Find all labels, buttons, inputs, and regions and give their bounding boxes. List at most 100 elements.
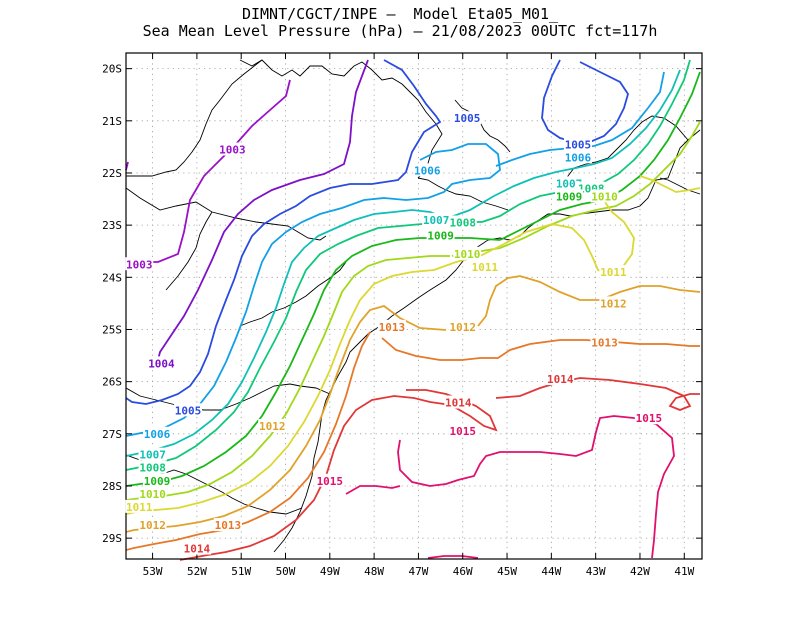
y-tick-label: 20S — [102, 63, 122, 76]
y-tick-label: 27S — [102, 428, 122, 441]
coastline-bay — [454, 99, 511, 153]
isobar-1008 — [125, 221, 482, 471]
state-border — [165, 211, 213, 291]
contour-label: 1011 — [600, 266, 627, 279]
contour-label-bg — [138, 486, 167, 500]
state-border — [239, 59, 443, 179]
contour-label-bg — [422, 212, 451, 226]
contour-label-bg — [546, 372, 575, 386]
x-tick-label: 44W — [541, 565, 561, 578]
isobar-1011 — [433, 189, 635, 275]
state-border — [417, 177, 509, 211]
contour-label-bg — [377, 319, 406, 333]
x-tick-label: 48W — [364, 565, 384, 578]
chart-title: DIMNT/CGCT/INPE – Model Eta05_M01_ Sea M… — [0, 6, 800, 40]
contour-label-bg — [218, 142, 247, 156]
y-tick-label: 21S — [102, 115, 122, 128]
contour-label: 1010 — [454, 248, 481, 261]
contour-label-bg — [555, 189, 584, 203]
contour-label-bg — [143, 473, 172, 487]
isobar-1008 — [481, 59, 691, 223]
contour-label: 1010 — [139, 488, 166, 501]
contour-label: 1011 — [126, 501, 153, 514]
contour-label: 1007 — [423, 214, 450, 227]
isobar-1007 — [125, 209, 447, 457]
contour-label-bg — [453, 246, 482, 260]
contour-label-bg — [413, 163, 442, 177]
contour-label-bg — [448, 319, 477, 333]
isobars — [125, 59, 701, 561]
x-tick-label: 49W — [320, 565, 340, 578]
contour-label-bg — [174, 403, 203, 417]
contour-label-bg — [563, 150, 592, 164]
isobar-1004 — [157, 59, 369, 361]
y-tick-label: 24S — [102, 271, 122, 284]
contour-label: 1005 — [454, 112, 481, 125]
contour-label: 1004 — [148, 357, 175, 370]
contour-label: 1005 — [175, 404, 202, 417]
contour-label-bg — [143, 426, 172, 440]
contour-label-bg — [138, 447, 167, 461]
contour-label-bg — [453, 111, 482, 125]
contour-label-bg — [213, 518, 242, 532]
isobar-1009 — [125, 237, 501, 487]
contour-label: 1008 — [139, 462, 166, 475]
contour-labels: 1003100310041005100510051006100610061007… — [125, 111, 663, 556]
isobar-1003 — [140, 79, 291, 263]
contour-label: 1008 — [449, 217, 476, 230]
contour-label: 1009 — [144, 475, 171, 488]
contour-label: 1013 — [591, 337, 618, 350]
contour-label: 1015 — [449, 425, 476, 438]
title-line-2: Sea Mean Level Pressure (hPa) – 21/08/20… — [142, 22, 658, 40]
title-line-1: DIMNT/CGCT/INPE – Model Eta05_M01_ — [241, 5, 559, 23]
isobar-1009 — [499, 71, 701, 241]
contour-label-bg — [426, 228, 455, 242]
x-tick-label: 42W — [630, 565, 650, 578]
contour-label-bg — [563, 137, 592, 151]
y-tick-label: 29S — [102, 532, 122, 545]
contour-label: 1015 — [317, 475, 344, 488]
plot-frame — [125, 52, 703, 560]
contour-label: 1009 — [427, 230, 454, 243]
contour-label: 1006 — [565, 151, 592, 164]
isobar-1006 — [125, 143, 501, 437]
isobar-1006 — [495, 71, 665, 167]
contour-label-bg — [555, 176, 584, 190]
contour-label: 1011 — [472, 261, 499, 274]
contour-label-bg — [138, 518, 167, 532]
contour-label: 1014 — [445, 397, 472, 410]
contour-label-bg — [599, 265, 628, 279]
contour-label-bg — [147, 356, 176, 370]
contour-label: 1014 — [547, 373, 574, 386]
contour-label-bg — [470, 259, 499, 273]
x-tick-label: 51W — [231, 565, 251, 578]
contour-label: 1006 — [414, 164, 441, 177]
contour-label: 1012 — [139, 519, 166, 532]
contour-label-bg — [590, 189, 619, 203]
contour-label-bg — [315, 473, 344, 487]
state-border — [125, 383, 331, 411]
isobar-1013 — [125, 331, 371, 551]
contour-label-bg — [182, 541, 211, 555]
contour-label-bg — [448, 215, 477, 229]
contour-label-bg — [444, 395, 473, 409]
y-axis: 20S 21S 22S 23S 24S 25S 26S 27S 28S 29S — [102, 63, 702, 545]
contour-label: 1012 — [259, 420, 286, 433]
contour-label: 1006 — [144, 428, 171, 441]
contour-label-bg — [125, 499, 154, 513]
state-border — [126, 59, 263, 177]
x-tick-label: 53W — [143, 565, 163, 578]
contour-label: 1003 — [219, 144, 246, 157]
contour-label: 1010 — [591, 190, 618, 203]
isobar-1010 — [451, 121, 701, 257]
x-axis: 53W 52W 51W 50W 49W 48W 47W 46W 45W 44W 43W 42W 41W — [143, 53, 695, 578]
contour-label-bg — [448, 424, 477, 438]
isobar-1012 — [477, 275, 701, 327]
coastline — [273, 129, 701, 553]
isobar-1012 — [125, 305, 447, 533]
contour-label-bg — [138, 460, 167, 474]
isobar-1007 — [447, 69, 681, 219]
contour-label: 1012 — [600, 297, 627, 310]
contour-label-bg — [634, 411, 663, 425]
